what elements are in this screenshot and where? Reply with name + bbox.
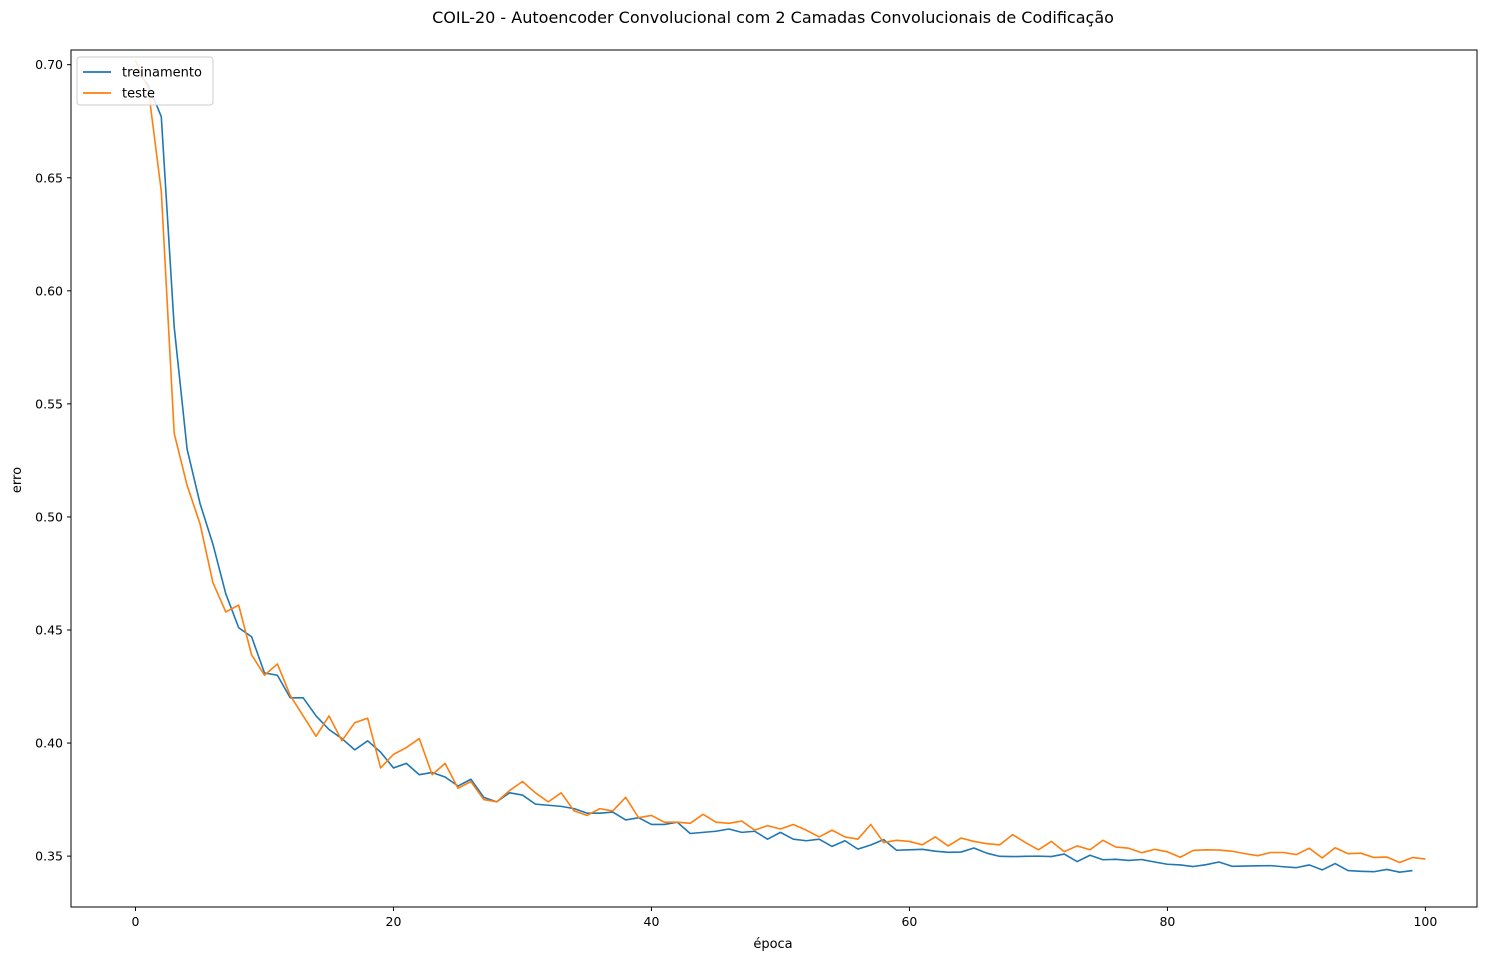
x-axis-label: época [753, 937, 792, 952]
y-axis-label: erro [10, 467, 25, 493]
y-tick-label: 0.65 [35, 170, 63, 185]
legend-label-treinamento: treinamento [122, 66, 202, 81]
y-tick-label: 0.50 [35, 509, 63, 524]
x-tick-label: 100 [1413, 914, 1437, 929]
y-tick-label: 0.60 [35, 283, 63, 298]
x-axis: 0 20 40 60 80 100 [132, 907, 1437, 929]
x-tick-label: 40 [644, 914, 660, 929]
series-line-teste [134, 59, 1426, 864]
y-tick-label: 0.70 [35, 57, 63, 72]
y-tick-label: 0.45 [35, 623, 63, 638]
plot-area-frame [70, 49, 1478, 908]
chart-title: COIL-20 - Autoencoder Convolucional com … [432, 8, 1114, 27]
y-axis: 0.35 0.40 0.45 0.50 0.55 0.60 0.65 0.70 [35, 57, 71, 864]
series-layer [134, 59, 1426, 873]
y-tick-label: 0.55 [35, 396, 63, 411]
legend: treinamento teste [76, 56, 214, 106]
legend-label-teste: teste [122, 87, 155, 102]
series-line-treinamento [134, 68, 1413, 873]
x-tick-label: 0 [132, 914, 140, 929]
x-tick-label: 60 [901, 914, 917, 929]
y-tick-label: 0.35 [35, 849, 63, 864]
y-tick-label: 0.40 [35, 736, 63, 751]
x-tick-label: 20 [386, 914, 402, 929]
x-tick-label: 80 [1159, 914, 1175, 929]
